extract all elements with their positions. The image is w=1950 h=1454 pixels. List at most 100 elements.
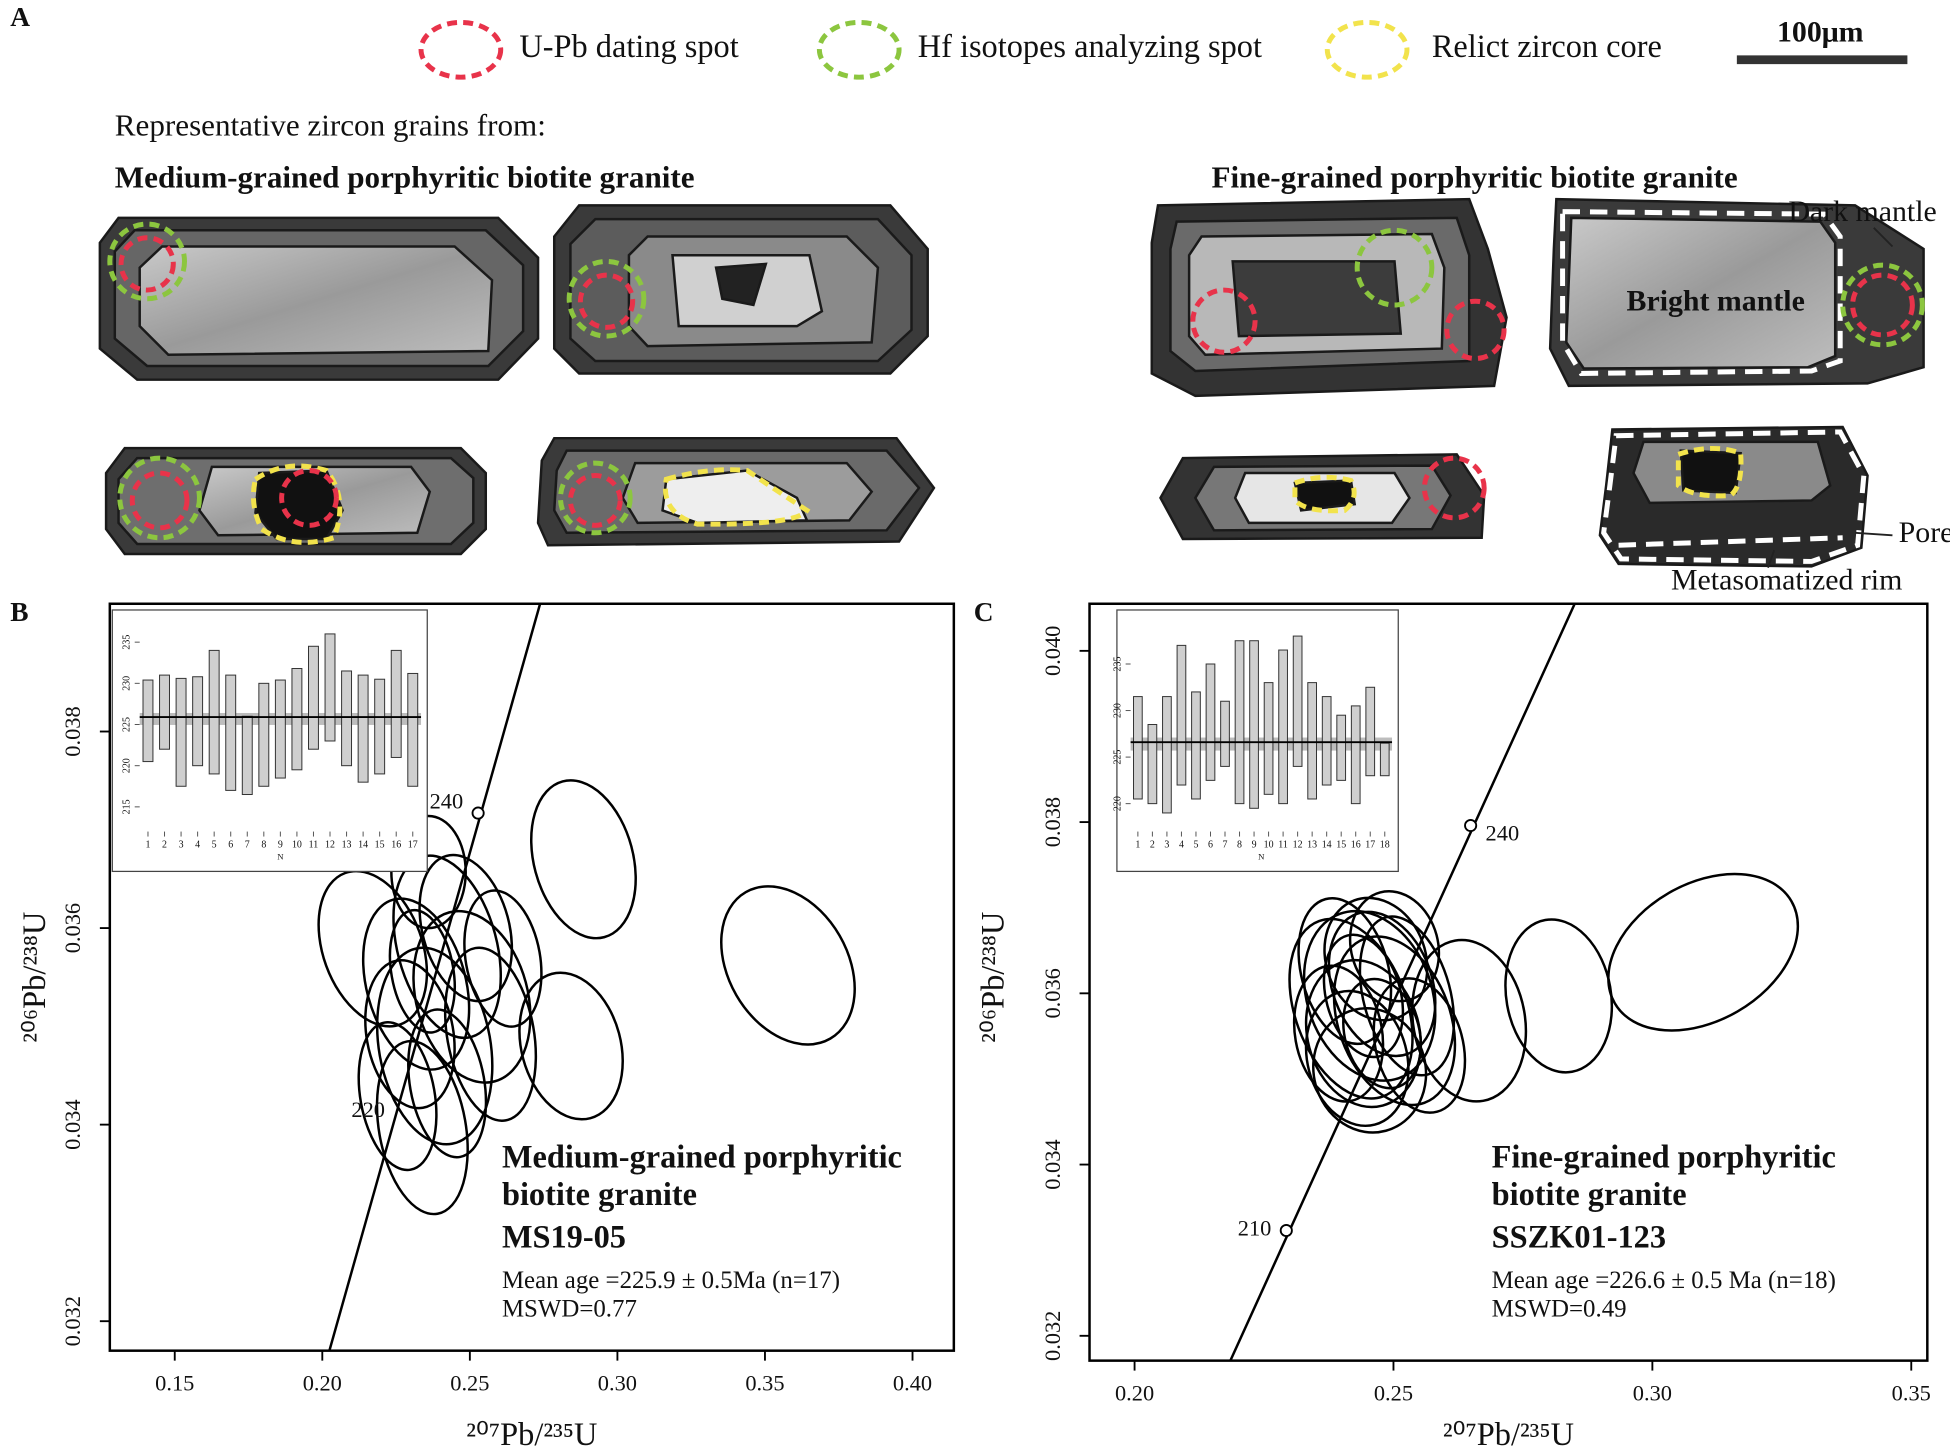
inset-x-tick-label: 10 <box>1264 840 1274 851</box>
inset-x-tick-label: 8 <box>261 840 266 851</box>
inset-y-tick-label: 220 <box>122 758 133 773</box>
x-tick-label: 0.40 <box>893 1371 932 1396</box>
legend: U-Pb dating spot Hf isotopes analyzing s… <box>519 28 1661 64</box>
error-ellipse <box>390 814 467 930</box>
error-ellipse <box>1348 890 1441 1003</box>
y-axis-label: ²⁰⁶Pb/²³⁸U <box>975 912 1011 1043</box>
x-tick-label: 0.15 <box>155 1371 194 1396</box>
sample-title: Fine-grained porphyritic <box>1492 1139 1836 1175</box>
age-bar <box>241 715 253 796</box>
sample-stat: Mean age =225.9 ± 0.5Ma (n=17) <box>502 1267 840 1294</box>
inset-x-tick-label: 12 <box>1293 840 1303 851</box>
error-ellipse <box>1342 977 1423 1090</box>
age-bar <box>390 649 402 758</box>
age-bar <box>1350 705 1361 805</box>
age-bar <box>1307 682 1318 800</box>
annotation: Pores <box>1899 516 1950 549</box>
x-tick-label: 0.25 <box>450 1371 489 1396</box>
plot-area <box>317 603 856 1351</box>
inset-y-tick-label: 235 <box>122 635 133 650</box>
y-tick-label: 0.032 <box>1040 1311 1065 1361</box>
pointer <box>1767 549 1776 568</box>
panel-label: C <box>974 597 994 627</box>
age-bar <box>192 676 204 767</box>
age-marker <box>1464 818 1478 833</box>
inset-x-tick-label: 15 <box>1336 840 1346 851</box>
y-tick-label: 0.040 <box>1040 626 1065 676</box>
panel-label: B <box>10 597 28 627</box>
error-ellipse <box>1322 933 1405 1059</box>
inset-x-tick-label: 8 <box>1237 840 1242 851</box>
inset-x-tick-label: 17 <box>1365 840 1375 851</box>
plot-frame <box>1088 602 1929 1362</box>
y-tick-label: 0.038 <box>1040 797 1065 847</box>
inset-x-tick-label: 1 <box>1135 840 1140 851</box>
inset-y-tick-label: 230 <box>1112 703 1123 718</box>
inset-x-tick-label: 10 <box>292 840 302 851</box>
error-ellipse <box>364 959 456 1110</box>
inset-y-tick-label: 220 <box>1112 796 1123 811</box>
inset-y-tick-label: 225 <box>122 717 133 732</box>
error-ellipse <box>529 779 637 940</box>
inset-x-tick-label: 3 <box>1164 840 1169 851</box>
x-tick-label: 0.30 <box>598 1371 637 1396</box>
age-bar <box>1147 724 1158 805</box>
age-bar <box>1234 640 1245 805</box>
annotation: Bright mantle <box>1627 285 1805 318</box>
inset-x-tick-label: 13 <box>1307 840 1317 851</box>
age-bar <box>1336 714 1347 781</box>
age-bar <box>374 678 386 775</box>
age-label: 220 <box>351 1097 385 1122</box>
annotation: Metasomatized rim <box>1671 563 1902 596</box>
age-bar <box>225 674 237 791</box>
legend-label: Relict zircon core <box>1432 28 1662 64</box>
error-ellipse <box>1372 977 1467 1114</box>
error-ellipse <box>1304 989 1410 1128</box>
inset-x-tick-label: 12 <box>325 840 335 851</box>
inset-x-tick-label: 7 <box>1223 840 1228 851</box>
x-axis-label: ²⁰⁷Pb/²³⁵U <box>1443 1416 1574 1452</box>
sample-title: MS19-05 <box>502 1218 626 1254</box>
inset-x-tick-label: 1 <box>145 840 150 851</box>
age-label: 240 <box>430 788 464 813</box>
panel-label: A <box>10 2 30 32</box>
error-ellipse <box>443 946 538 1122</box>
group-title: Fine-grained porphyritic biotite granite <box>1212 160 1738 195</box>
x-tick-label: 0.35 <box>745 1371 784 1396</box>
age-bar <box>274 679 286 779</box>
age-bar <box>1263 682 1274 795</box>
error-ellipse <box>518 971 624 1121</box>
age-marker <box>1279 1223 1293 1238</box>
error-ellipse <box>317 869 429 1028</box>
inset-x-tick-label: 4 <box>1179 840 1184 851</box>
age-bar <box>1162 696 1172 814</box>
inset-x-tick-label: 9 <box>278 840 283 851</box>
error-ellipse <box>418 853 514 1003</box>
y-tick-label: 0.032 <box>60 1296 85 1346</box>
inset-x-tick-label: 16 <box>1351 840 1361 851</box>
inset-x-tick-label: 2 <box>1150 840 1155 851</box>
plot-frame <box>108 602 956 1352</box>
age-bar <box>1191 691 1201 800</box>
age-bar <box>1365 686 1376 777</box>
intro: Representative zircon grains from: <box>115 107 546 142</box>
inset-x-tick-label: 2 <box>162 840 167 851</box>
age-bar <box>1176 644 1187 786</box>
error-ellipse <box>375 1039 469 1216</box>
x-tick-label: 0.30 <box>1633 1381 1672 1406</box>
inset-x-label: N <box>1258 852 1265 862</box>
age-bar <box>159 674 170 750</box>
pointer <box>1855 531 1893 537</box>
legend-marker <box>816 19 902 80</box>
y-tick-label: 0.034 <box>60 1099 85 1149</box>
inset-x-tick-label: 14 <box>358 840 368 851</box>
inset-x-tick-label: 17 <box>408 840 418 851</box>
inset-x-tick-label: 11 <box>309 840 319 851</box>
age-label: 210 <box>1238 1216 1272 1241</box>
sample-title: SSZK01-123 <box>1492 1218 1666 1254</box>
error-ellipse <box>388 908 456 1034</box>
error-ellipse <box>1410 938 1528 1103</box>
x-tick-label: 0.25 <box>1374 1381 1413 1406</box>
y-tick-label: 0.038 <box>60 706 85 756</box>
